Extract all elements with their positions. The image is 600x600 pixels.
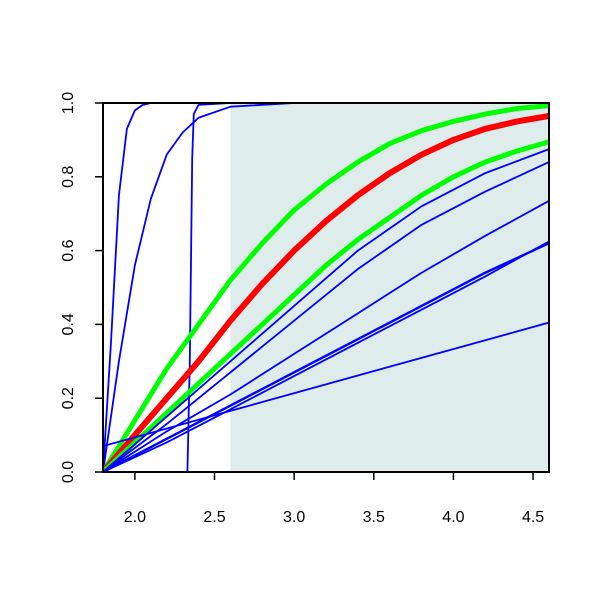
x-tick-label: 2.5 xyxy=(203,509,225,526)
series-line-6 xyxy=(103,139,549,472)
y-tick-label: 0.4 xyxy=(60,313,77,335)
series-line-2 xyxy=(103,103,549,472)
series-line-12 xyxy=(103,321,549,448)
x-tick-label: 3.0 xyxy=(283,509,305,526)
axes: 2.0 2.5 3.0 3.5 4.0 4.5 0.0 0.2 0.4 0.6 0.8 1.0 xyxy=(60,92,550,526)
x-tick-label: 4.0 xyxy=(442,509,464,526)
series-line-10 xyxy=(103,242,549,472)
series-line-7 xyxy=(103,148,549,472)
y-tick-label: 0.8 xyxy=(60,166,77,188)
y-tick-label: 0.2 xyxy=(60,387,77,409)
plot-area xyxy=(103,103,549,472)
shaded-region xyxy=(230,103,549,472)
series-line-5 xyxy=(103,112,549,472)
y-tick-label: 0.0 xyxy=(60,461,77,483)
series-line-4 xyxy=(103,103,549,472)
y-tick-label: 0.6 xyxy=(60,239,77,261)
series-line-11 xyxy=(103,240,549,472)
series-line-8 xyxy=(103,161,549,472)
plot-frame xyxy=(102,102,550,473)
x-tick-label: 2.0 xyxy=(124,509,146,526)
x-tick-label: 4.5 xyxy=(522,509,544,526)
y-tick-label: 1.0 xyxy=(60,92,77,114)
x-tick-label: 3.5 xyxy=(363,509,385,526)
